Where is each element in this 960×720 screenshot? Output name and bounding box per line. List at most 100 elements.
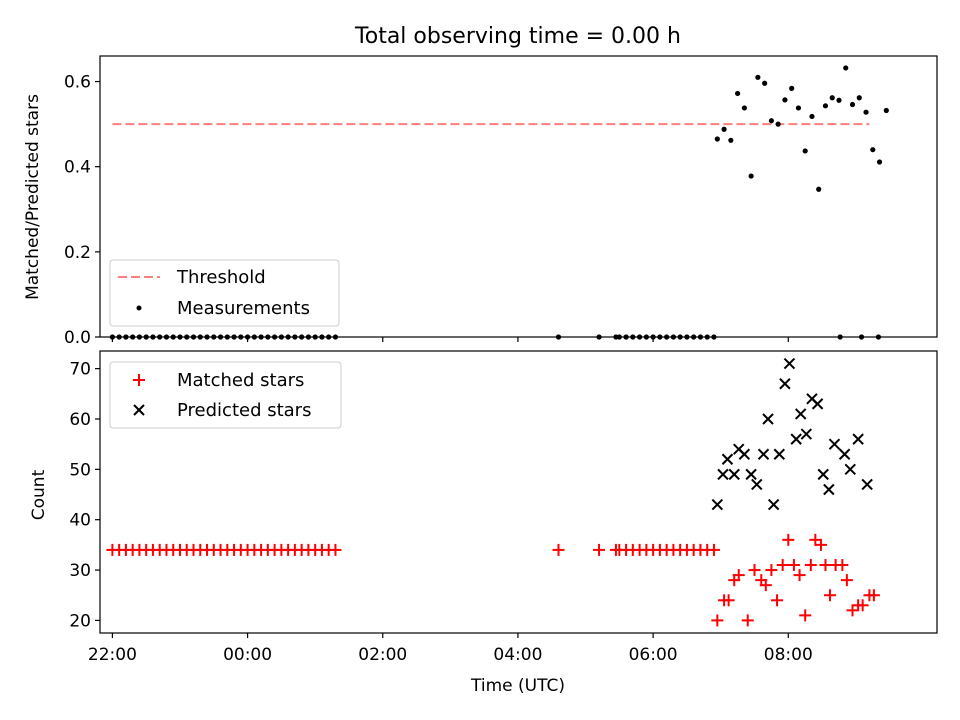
bottom-xtick-label: 04:00 (493, 645, 542, 665)
predicted-star-point (844, 463, 856, 476)
measurement-point (876, 159, 883, 165)
predicted-star-point (728, 468, 740, 481)
matched-star-point (732, 569, 745, 582)
measurement-point (870, 147, 876, 153)
predicted-star-point (711, 498, 724, 511)
bottom-xtick-label: 08:00 (764, 645, 813, 665)
bottom-ytick-label: 30 (69, 561, 91, 581)
matched-star-point (552, 543, 565, 556)
predicted-star-point (721, 453, 734, 465)
x-axis-label: Time (UTC) (470, 676, 565, 696)
legend-threshold-label: Threshold (176, 267, 266, 288)
figure-title: Total observing time = 0.00 h (354, 24, 681, 49)
predicted-star-point (811, 398, 824, 410)
top-y-ticks: 0.0 0.2 0.4 0.6 (64, 73, 100, 348)
bottom-xtick-label: 06:00 (629, 645, 678, 665)
matched-star-point (741, 614, 754, 627)
legend-predicted-label: Predicted stars (177, 400, 311, 421)
matched-star-point (711, 614, 724, 627)
matched-star-point (707, 543, 720, 556)
measurement-point (809, 113, 815, 120)
measurement-point (849, 101, 856, 108)
predicted-star-point (762, 413, 774, 425)
matched-star-point (771, 594, 784, 607)
bottom-xtick-label: 02:00 (358, 645, 407, 665)
legend-matched-label: Matched stars (177, 370, 304, 391)
top-panel: 0.0 0.2 0.4 0.6 Matched/Predicted stars Thr… (23, 55, 938, 348)
predicted-star-point (738, 448, 751, 460)
measurement-point (789, 85, 795, 91)
measurement-point (775, 121, 781, 127)
measurement-point (883, 107, 889, 114)
bottom-legend: Matched stars Predicted stars (109, 361, 342, 429)
bottom-ytick-label: 50 (69, 460, 91, 480)
top-legend-box (109, 259, 340, 327)
matched-star-point (867, 589, 880, 602)
matched-star-point (814, 538, 827, 551)
matched-star-point (787, 559, 800, 572)
legend-predicted-swatch (133, 404, 145, 416)
measurement-point (768, 118, 775, 124)
measurement-point (782, 97, 788, 103)
top-ytick-label: 0.4 (64, 158, 91, 178)
measurement-point (728, 137, 734, 143)
predicted-star-point (800, 428, 813, 440)
measurement-point (735, 90, 741, 97)
legend-measurements-swatch (136, 305, 142, 311)
matched-star-point (593, 543, 606, 556)
measurement-point (795, 105, 802, 111)
bottom-ytick-label: 20 (69, 611, 91, 631)
measurement-point (755, 74, 761, 80)
predicted-star-point (838, 448, 851, 460)
matched-star-point (793, 569, 806, 582)
bottom-x-ticks: 22:00 00:00 02:00 04:00 06:00 08:00 (88, 633, 813, 665)
measurement-point (748, 173, 754, 179)
measurement-point (822, 103, 829, 109)
predicted-star-point (757, 448, 770, 460)
predicted-star-point (828, 438, 841, 450)
bottom-xtick-label: 00:00 (223, 645, 272, 665)
predicted-star-point (717, 468, 729, 481)
matched-star-point (840, 574, 853, 587)
matched-star-point (799, 609, 812, 622)
predicted-star-point (751, 478, 763, 491)
measurement-point (856, 95, 862, 101)
matched-star-point (329, 543, 342, 556)
predicted-star-point (861, 478, 873, 491)
measurement-point (843, 65, 849, 71)
measurement-point (721, 126, 727, 132)
measurement-point (816, 186, 822, 192)
matched-star-point (846, 604, 859, 617)
bottom-legend-box (109, 361, 342, 429)
legend-measurements-label: Measurements (177, 298, 310, 319)
top-x-ticks (111, 337, 789, 342)
bottom-ytick-label: 40 (69, 511, 91, 531)
bottom-plot-marks (106, 357, 880, 627)
matched-star-point (722, 594, 735, 607)
bottom-y-axis-label: Count (29, 469, 49, 520)
measurement-point (714, 136, 720, 142)
predicted-star-point (773, 448, 785, 460)
matched-star-point (823, 589, 836, 602)
measurement-point (741, 105, 747, 111)
legend-matched-swatch (133, 374, 145, 386)
predicted-star-point (767, 498, 780, 511)
matched-star-point (759, 579, 772, 592)
matched-star-point (748, 564, 761, 577)
measurement-point (836, 97, 842, 103)
top-ytick-label: 0.6 (64, 73, 91, 93)
top-legend: Threshold Measurements (109, 259, 340, 327)
predicted-star-point (823, 483, 835, 496)
measurement-point (762, 80, 768, 86)
matched-star-point (782, 533, 795, 546)
matched-star-point (765, 564, 778, 577)
matched-star-point (819, 559, 832, 572)
top-ytick-label: 0.2 (64, 243, 91, 263)
bottom-ytick-label: 70 (69, 360, 91, 380)
matched-star-point (809, 533, 822, 546)
predicted-star-point (783, 357, 796, 370)
bottom-xtick-label: 22:00 (88, 645, 137, 665)
predicted-star-point (852, 433, 864, 445)
